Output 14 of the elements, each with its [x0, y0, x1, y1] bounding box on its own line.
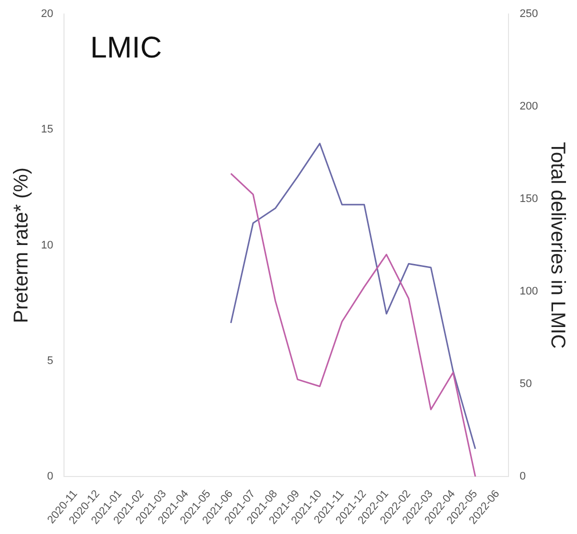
y2-tick-label: 50 — [520, 378, 532, 390]
y-tick-label: 5 — [47, 354, 54, 367]
y2-tick-label: 200 — [520, 100, 538, 113]
y-axis-title: Preterm rate* (%) — [10, 168, 33, 324]
y2-axis-title: Total deliveries in LMIC — [546, 142, 568, 349]
y-tick-label: 0 — [47, 470, 54, 483]
y2-tick-label: 0 — [520, 470, 526, 483]
y2-tick-label: 250 — [520, 8, 538, 20]
y-tick-label: 15 — [40, 124, 54, 136]
y2-tick-label: 150 — [520, 193, 538, 206]
y-tick-label: 10 — [40, 239, 54, 252]
y-tick-label: 20 — [40, 8, 54, 20]
text: LMIC — [90, 31, 162, 64]
y2-tick-label: 100 — [520, 286, 538, 298]
